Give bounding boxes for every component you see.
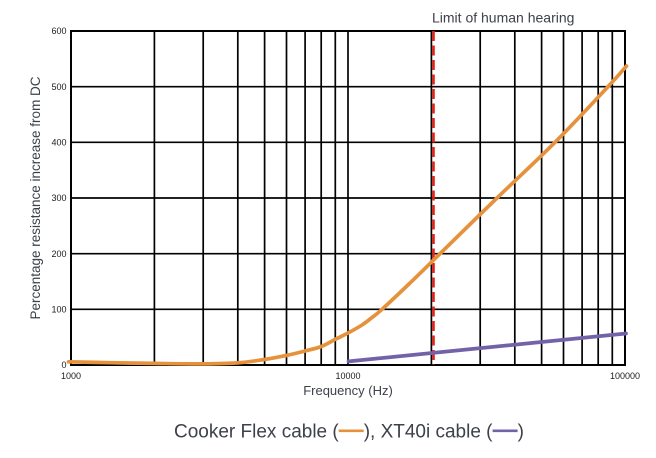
svg-text:0: 0	[61, 360, 66, 370]
svg-text:): )	[518, 421, 524, 442]
svg-text:1000: 1000	[61, 371, 81, 381]
svg-text:600: 600	[51, 26, 66, 36]
svg-text:Limit of human hearing: Limit of human hearing	[432, 10, 574, 26]
svg-text:), XT40i cable (: ), XT40i cable (	[364, 421, 493, 442]
svg-text:400: 400	[51, 138, 66, 148]
svg-text:10000: 10000	[335, 371, 360, 381]
svg-text:500: 500	[51, 82, 66, 92]
svg-text:300: 300	[51, 193, 66, 203]
svg-text:Frequency (Hz): Frequency (Hz)	[303, 383, 393, 398]
svg-text:Percentage resistance increase: Percentage resistance increase from DC	[28, 76, 43, 319]
svg-text:100000: 100000	[610, 371, 640, 381]
svg-text:Cooker Flex cable (: Cooker Flex cable (	[174, 421, 339, 442]
svg-text:100: 100	[51, 305, 66, 315]
svg-text:200: 200	[51, 249, 66, 259]
